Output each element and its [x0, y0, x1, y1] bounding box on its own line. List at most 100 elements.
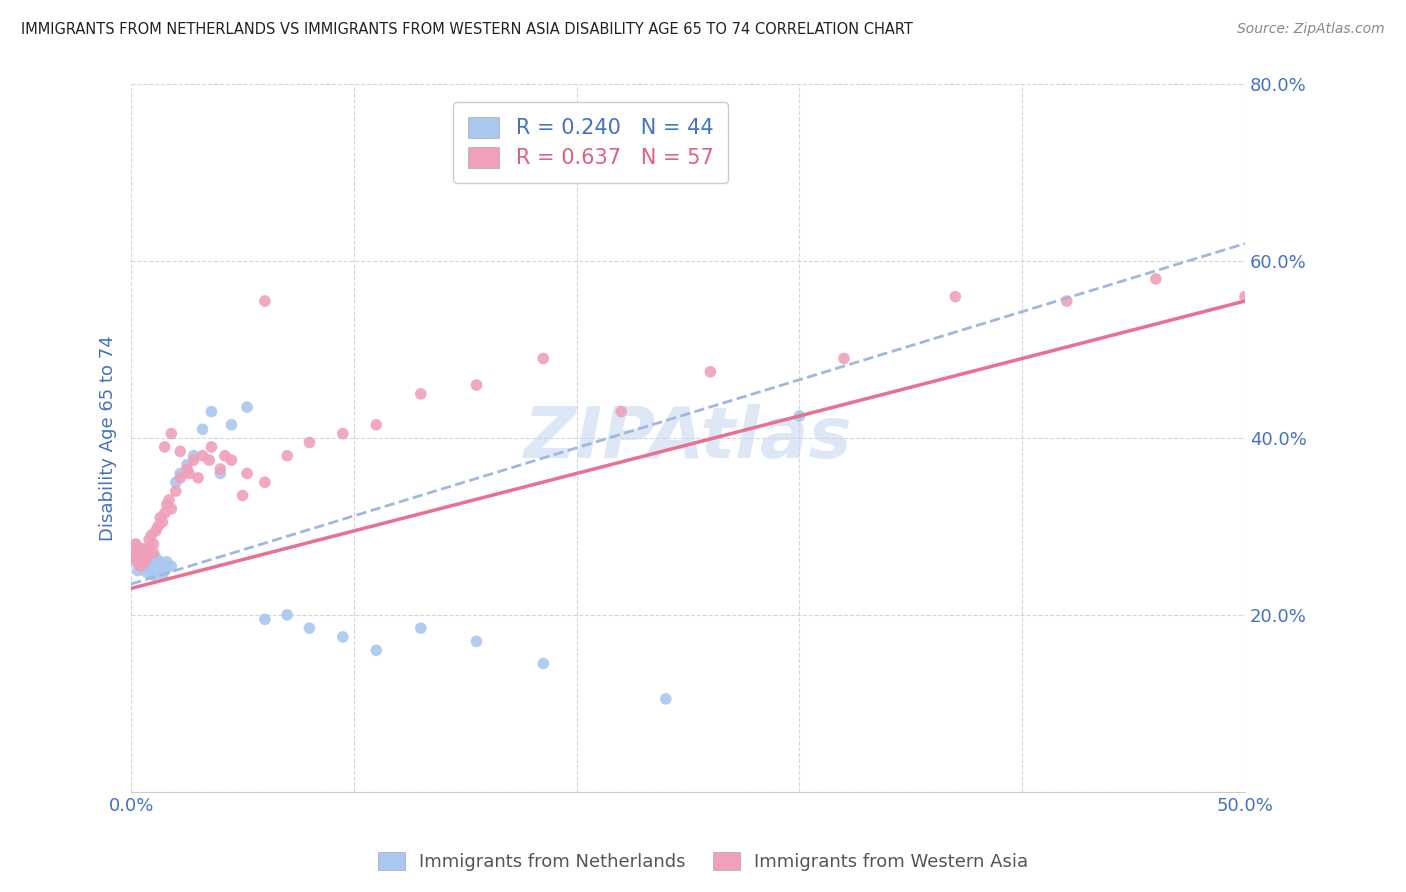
Point [209, 467, 232, 481]
Point [156, 497, 179, 511]
Point [214, 449, 236, 463]
Point [135, 566, 157, 580]
Point [156, 555, 179, 569]
Point [141, 564, 163, 578]
Point [332, 426, 354, 441]
Point [610, 404, 633, 418]
Point [1144, 272, 1167, 286]
Point [176, 462, 198, 476]
Point [236, 400, 259, 414]
Point [134, 544, 156, 558]
Point [131, 557, 153, 571]
Point [943, 290, 966, 304]
Point [141, 528, 163, 542]
Text: IMMIGRANTS FROM NETHERLANDS VS IMMIGRANTS FROM WESTERN ASIA DISABILITY AGE 65 TO: IMMIGRANTS FROM NETHERLANDS VS IMMIGRANT… [21, 22, 912, 37]
Point [149, 555, 172, 569]
Point [531, 657, 554, 671]
Point [142, 568, 165, 582]
Point [655, 691, 678, 706]
Point [153, 506, 176, 520]
Point [142, 537, 165, 551]
Point [298, 435, 321, 450]
Point [789, 409, 811, 423]
Point [1056, 293, 1078, 308]
Point [134, 553, 156, 567]
Point [157, 492, 180, 507]
Point [149, 510, 172, 524]
Point [125, 537, 148, 551]
Point [1233, 290, 1256, 304]
Point [183, 453, 205, 467]
Point [125, 546, 148, 560]
Point [332, 630, 354, 644]
Point [135, 550, 157, 565]
Point [169, 444, 191, 458]
Point [131, 550, 153, 565]
Point [131, 541, 153, 556]
Point [276, 449, 298, 463]
Point [129, 559, 152, 574]
Point [366, 417, 388, 432]
Point [122, 550, 145, 565]
Point [146, 519, 169, 533]
Point [198, 453, 221, 467]
Point [138, 555, 160, 569]
Point [134, 546, 156, 560]
Point [142, 546, 165, 560]
Point [191, 422, 214, 436]
Point [366, 643, 388, 657]
Point [236, 467, 259, 481]
Point [200, 440, 222, 454]
Point [298, 621, 321, 635]
Point [145, 550, 167, 565]
Point [200, 404, 222, 418]
Point [160, 501, 183, 516]
Point [169, 467, 191, 481]
Point [153, 440, 176, 454]
Point [221, 417, 243, 432]
Point [152, 515, 174, 529]
Point [699, 365, 721, 379]
Point [531, 351, 554, 366]
Point [209, 462, 232, 476]
Point [253, 475, 276, 490]
Point [183, 449, 205, 463]
Point [160, 426, 183, 441]
Point [125, 537, 148, 551]
Point [165, 484, 187, 499]
Point [160, 559, 183, 574]
Point [131, 548, 153, 562]
Point [176, 458, 198, 472]
Legend: Immigrants from Netherlands, Immigrants from Western Asia: Immigrants from Netherlands, Immigrants … [370, 845, 1036, 879]
Point [138, 559, 160, 574]
Point [276, 607, 298, 622]
Legend: R = 0.240   N = 44, R = 0.637   N = 57: R = 0.240 N = 44, R = 0.637 N = 57 [454, 102, 728, 183]
Point [127, 541, 149, 556]
Point [145, 524, 167, 538]
Point [135, 550, 157, 565]
Point [221, 453, 243, 467]
Point [253, 612, 276, 626]
Point [187, 471, 209, 485]
Point [127, 564, 149, 578]
Point [153, 564, 176, 578]
Point [122, 550, 145, 565]
Point [253, 293, 276, 308]
Point [127, 541, 149, 556]
Point [179, 467, 201, 481]
Point [142, 555, 165, 569]
Point [125, 555, 148, 569]
Point [165, 475, 187, 490]
Point [146, 559, 169, 574]
Point [169, 471, 191, 485]
Point [152, 568, 174, 582]
Point [138, 533, 160, 547]
Point [832, 351, 855, 366]
Point [129, 559, 152, 574]
Point [127, 555, 149, 569]
Point [409, 387, 432, 401]
Point [134, 555, 156, 569]
Point [232, 489, 254, 503]
Point [191, 449, 214, 463]
Text: ZIPAtlas: ZIPAtlas [524, 403, 852, 473]
